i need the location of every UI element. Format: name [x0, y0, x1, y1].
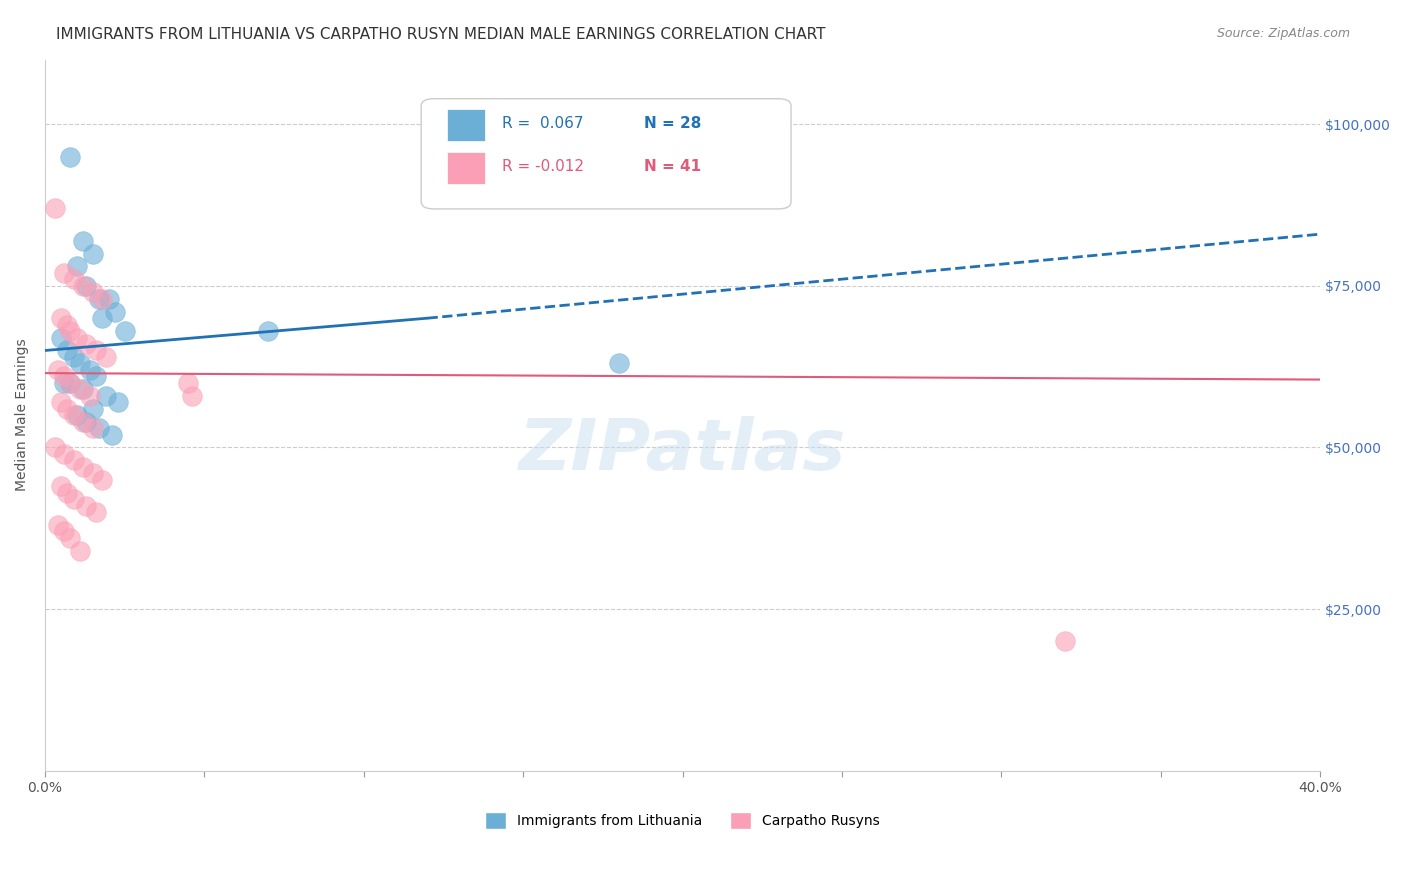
Point [59, 150, 82, 164]
Point [82, 467, 104, 481]
Text: IMMIGRANTS FROM LITHUANIA VS CARPATHO RUSYN MEDIAN MALE EARNINGS CORRELATION CHA: IMMIGRANTS FROM LITHUANIA VS CARPATHO RU… [56, 27, 825, 42]
Point [107, 395, 129, 409]
Point [44, 441, 66, 455]
Legend: Immigrants from Lithuania, Carpatho Rusyns: Immigrants from Lithuania, Carpatho Rusy… [479, 806, 886, 835]
Point [53, 266, 76, 280]
Point [101, 427, 124, 442]
Point [89, 421, 111, 435]
Point [257, 324, 280, 338]
Point [44, 201, 66, 215]
Point [62, 453, 84, 467]
Point [59, 324, 82, 338]
Point [49, 311, 72, 326]
Point [72, 459, 94, 474]
Point [46, 363, 69, 377]
Point [59, 531, 82, 545]
Point [75, 278, 97, 293]
Point [56, 401, 79, 416]
Point [69, 544, 91, 558]
Point [49, 330, 72, 344]
Point [79, 363, 101, 377]
Point [91, 292, 114, 306]
Text: N = 28: N = 28 [644, 116, 702, 131]
Point [62, 272, 84, 286]
Point [72, 382, 94, 396]
Point [94, 389, 117, 403]
Point [177, 376, 200, 390]
Point [180, 389, 202, 403]
Point [53, 376, 76, 390]
Point [89, 292, 111, 306]
Point [84, 369, 107, 384]
Point [84, 343, 107, 358]
Point [62, 350, 84, 364]
Point [114, 324, 136, 338]
Point [49, 395, 72, 409]
Point [75, 499, 97, 513]
Point [66, 260, 89, 274]
Point [75, 415, 97, 429]
Point [72, 278, 94, 293]
Point [607, 356, 630, 370]
Point [82, 285, 104, 300]
Point [79, 389, 101, 403]
Point [62, 492, 84, 507]
Point [82, 421, 104, 435]
Point [75, 337, 97, 351]
Point [56, 343, 79, 358]
Point [59, 376, 82, 390]
Point [91, 311, 114, 326]
Point [82, 401, 104, 416]
Y-axis label: Median Male Earnings: Median Male Earnings [15, 339, 30, 491]
Point [97, 292, 120, 306]
Point [53, 447, 76, 461]
Point [91, 473, 114, 487]
Point [69, 356, 91, 370]
Point [84, 505, 107, 519]
Text: ZIPatlas: ZIPatlas [519, 417, 846, 485]
Point [66, 330, 89, 344]
Text: R =  0.067: R = 0.067 [502, 116, 583, 131]
Point [53, 369, 76, 384]
Point [1054, 634, 1077, 648]
Point [56, 485, 79, 500]
Text: R = -0.012: R = -0.012 [502, 159, 583, 174]
Point [46, 518, 69, 533]
Point [69, 382, 91, 396]
Point [72, 234, 94, 248]
Point [94, 350, 117, 364]
Point [56, 318, 79, 332]
FancyBboxPatch shape [447, 152, 485, 184]
Point [82, 246, 104, 260]
Point [62, 408, 84, 422]
Text: Source: ZipAtlas.com: Source: ZipAtlas.com [1216, 27, 1350, 40]
FancyBboxPatch shape [422, 99, 792, 209]
Point [59, 376, 82, 390]
Point [104, 304, 127, 318]
Text: N = 41: N = 41 [644, 159, 702, 174]
Point [53, 524, 76, 539]
Point [49, 479, 72, 493]
Point [66, 408, 89, 422]
Point [72, 415, 94, 429]
FancyBboxPatch shape [447, 110, 485, 141]
